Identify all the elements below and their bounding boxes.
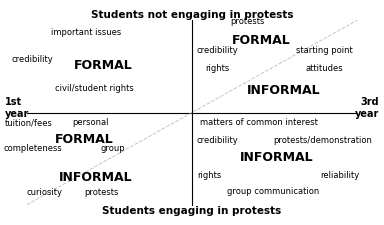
Text: protests: protests <box>84 188 119 197</box>
Text: FORMAL: FORMAL <box>55 133 114 146</box>
Text: group: group <box>101 144 126 153</box>
Text: credibility: credibility <box>196 46 238 55</box>
Text: completeness: completeness <box>3 144 62 153</box>
Text: rights: rights <box>197 171 222 180</box>
Text: Students engaging in protests: Students engaging in protests <box>103 207 281 216</box>
Text: curiosity: curiosity <box>26 188 62 197</box>
Text: civil/student rights: civil/student rights <box>55 84 134 93</box>
Text: rights: rights <box>205 64 229 73</box>
Text: 1st
year: 1st year <box>5 97 29 119</box>
Text: 3rd
year: 3rd year <box>355 97 379 119</box>
Text: matters of common interest: matters of common interest <box>200 118 318 127</box>
Text: group communication: group communication <box>227 187 319 196</box>
Text: FORMAL: FORMAL <box>74 59 133 72</box>
Text: credibility: credibility <box>12 55 53 64</box>
Text: protests/demonstration: protests/demonstration <box>273 136 372 145</box>
Text: important issues: important issues <box>51 28 121 37</box>
Text: Students not engaging in protests: Students not engaging in protests <box>91 10 293 20</box>
Text: FORMAL: FORMAL <box>232 34 290 47</box>
Text: starting point: starting point <box>296 46 353 55</box>
Text: INFORMAL: INFORMAL <box>240 151 313 164</box>
Text: reliability: reliability <box>320 171 359 180</box>
Text: protests: protests <box>230 17 265 26</box>
Text: attitudes: attitudes <box>306 64 343 73</box>
Text: personal: personal <box>72 118 109 127</box>
Text: credibility: credibility <box>196 136 238 145</box>
Text: tuition/fees: tuition/fees <box>5 118 53 127</box>
Text: INFORMAL: INFORMAL <box>247 83 321 97</box>
Text: INFORMAL: INFORMAL <box>59 171 133 184</box>
